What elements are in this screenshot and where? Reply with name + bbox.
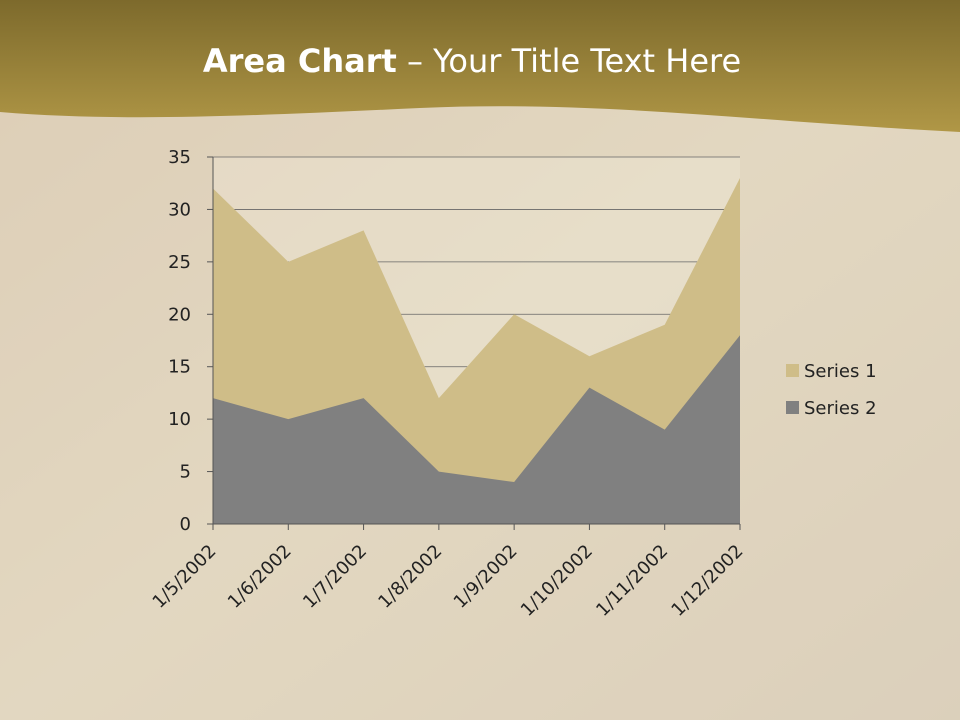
y-tick-label: 25	[168, 252, 191, 273]
y-tick-label: 30	[168, 199, 191, 220]
y-tick-label: 0	[180, 514, 191, 535]
slide-title: Area Chart – Your Title Text Here	[203, 42, 741, 80]
y-tick-label: 20	[168, 304, 191, 325]
title-rest: – Your Title Text Here	[407, 42, 741, 80]
y-tick-label: 10	[168, 409, 191, 430]
title-bold: Area Chart	[203, 42, 397, 80]
legend-label: Series 1	[804, 361, 877, 382]
y-tick-label: 5	[180, 462, 191, 483]
legend-label: Series 2	[804, 398, 877, 419]
header-band	[0, 0, 960, 132]
area	[213, 335, 740, 524]
y-tick-label: 15	[168, 357, 191, 378]
legend-swatch	[786, 364, 799, 377]
y-tick-label: 35	[168, 147, 191, 168]
legend-swatch	[786, 401, 799, 414]
